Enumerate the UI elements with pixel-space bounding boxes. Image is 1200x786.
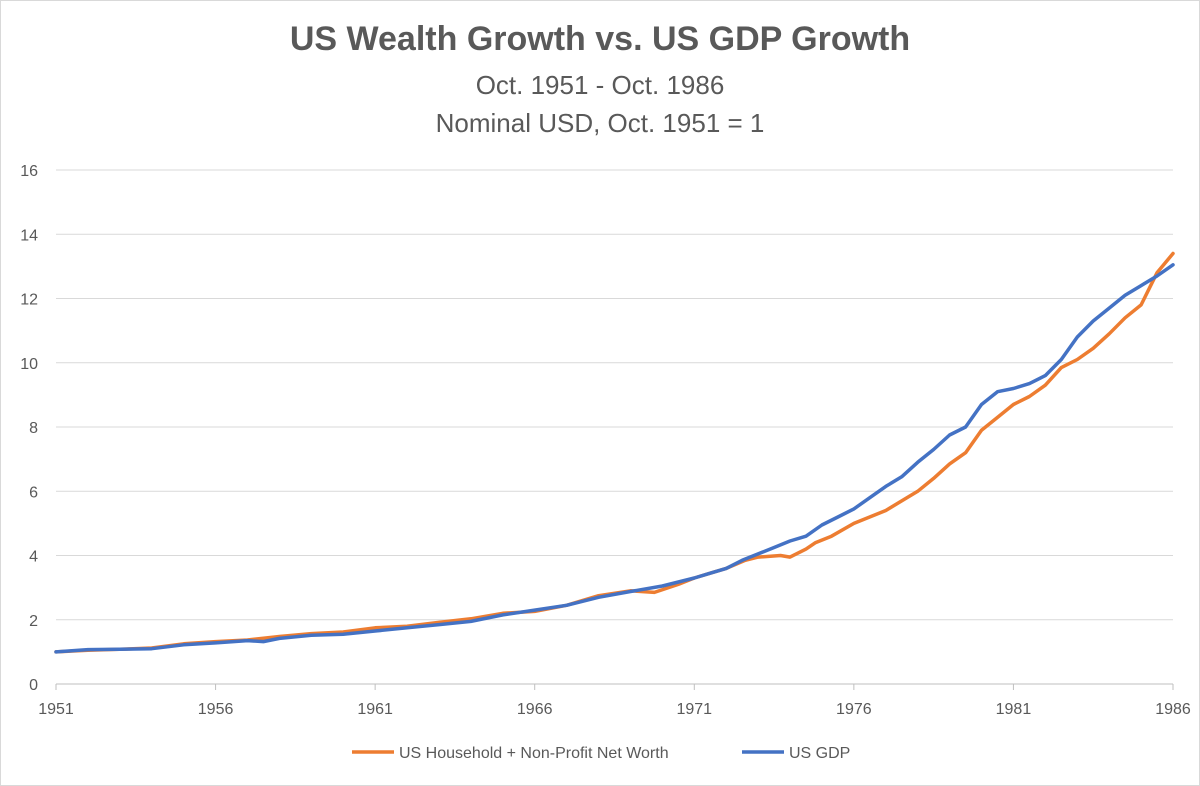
legend: US Household + Non-Profit Net Worth US GD… bbox=[352, 745, 850, 762]
chart-subtitle-period: Oct. 1951 - Oct. 1986 bbox=[475, 70, 725, 100]
legend-label: US Household + Non-Profit Net Worth bbox=[399, 745, 669, 762]
y-tick-label: 16 bbox=[20, 163, 38, 180]
y-tick-label: 6 bbox=[29, 484, 38, 501]
x-tick-label: 1976 bbox=[836, 701, 872, 718]
series-lines bbox=[54, 251, 1175, 654]
series-line-net-worth bbox=[54, 251, 1175, 654]
y-tick-label: 0 bbox=[29, 677, 38, 694]
legend-entry-net-worth: US Household + Non-Profit Net Worth bbox=[352, 745, 669, 762]
y-tick-label: 12 bbox=[20, 292, 38, 309]
series-line-gdp bbox=[54, 263, 1175, 654]
y-tick-label: 10 bbox=[20, 356, 38, 373]
y-tick-label: 14 bbox=[20, 227, 38, 244]
legend-label: US GDP bbox=[789, 745, 850, 762]
y-tick-label: 4 bbox=[29, 549, 38, 566]
gridlines bbox=[56, 169, 1173, 621]
y-tick-label: 2 bbox=[29, 613, 38, 630]
x-tick-label: 1981 bbox=[996, 701, 1032, 718]
y-axis-ticks: 0 2 4 6 8 10 12 14 16 bbox=[20, 163, 38, 694]
chart-title: US Wealth Growth vs. US GDP Growth bbox=[289, 20, 911, 58]
x-tick-label: 1986 bbox=[1155, 701, 1191, 718]
x-tick-label: 1956 bbox=[198, 701, 234, 718]
x-tick-label: 1971 bbox=[676, 701, 712, 718]
y-tick-label: 8 bbox=[29, 420, 38, 437]
x-tick-label: 1951 bbox=[38, 701, 74, 718]
legend-entry-gdp: US GDP bbox=[742, 745, 850, 762]
chart-subtitle-units: Nominal USD, Oct. 1951 = 1 bbox=[435, 108, 765, 138]
x-tick-label: 1966 bbox=[517, 701, 553, 718]
x-axis-ticks: 1951 1956 1961 1966 1971 1976 1981 1986 bbox=[38, 684, 1191, 718]
x-tick-label: 1961 bbox=[357, 701, 393, 718]
